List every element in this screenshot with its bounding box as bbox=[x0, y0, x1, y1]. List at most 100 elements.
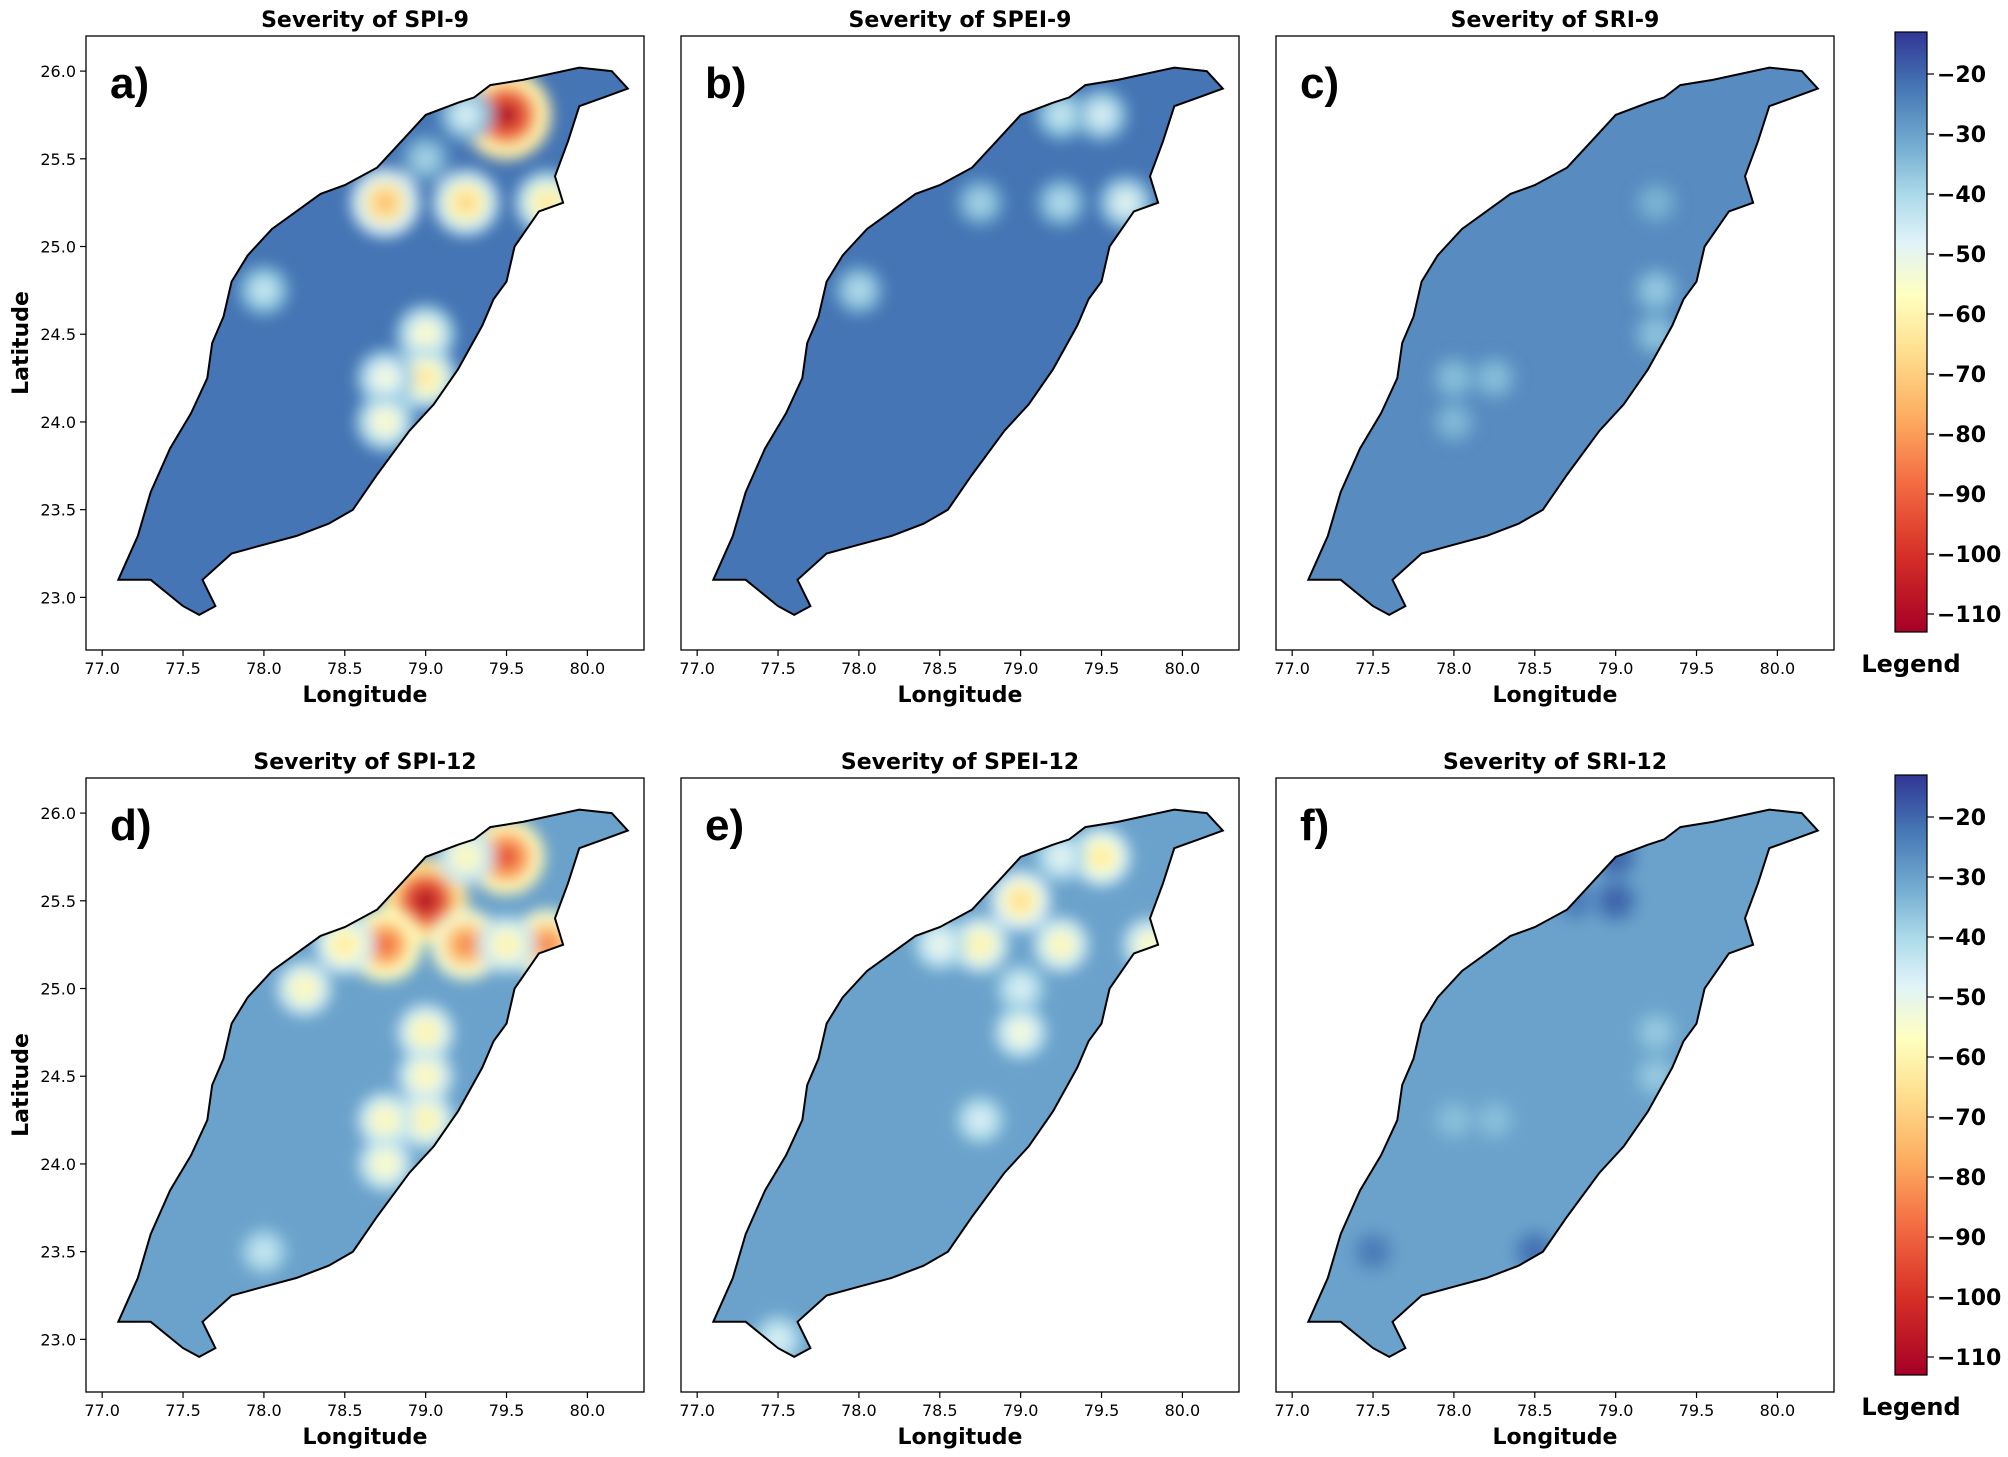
hotspot-core bbox=[1093, 848, 1110, 866]
axes-frame bbox=[1275, 35, 1835, 651]
colorbar-legend-label: Legend bbox=[1861, 1393, 1960, 1421]
hotspot-core bbox=[537, 934, 557, 955]
y-axis-label: Latitude bbox=[9, 291, 34, 395]
severity-field bbox=[1308, 67, 1818, 615]
hotspot-core bbox=[1367, 1245, 1380, 1258]
hotspot-core bbox=[932, 937, 947, 952]
hotspot-core bbox=[1650, 196, 1663, 209]
hotspot-core bbox=[1447, 371, 1461, 385]
panel-title: Severity of SPI-9 bbox=[261, 8, 469, 33]
x-tick-label: 80.0 bbox=[1165, 659, 1201, 678]
colorbar-tick-label: −20 bbox=[1937, 63, 1986, 88]
y-tick-label: 23.5 bbox=[40, 501, 76, 520]
y-tick-label: 25.5 bbox=[40, 892, 76, 911]
colorbar-tick-label: −30 bbox=[1937, 866, 1986, 891]
colorbar-tick-label: −50 bbox=[1937, 243, 1986, 268]
colorbar-tick-label: −80 bbox=[1937, 1166, 1986, 1191]
hotspot-core bbox=[417, 325, 434, 343]
colorbar-legend-label: Legend bbox=[1861, 650, 1960, 678]
hotspot-core bbox=[374, 934, 396, 955]
hotspot-core bbox=[1649, 284, 1663, 297]
panel-e: 77.0 77.5 78.0 78.5 79.0 79.5 80.0 Longitude Sev… bbox=[679, 750, 1240, 1450]
x-tick-label: 77.0 bbox=[84, 659, 120, 678]
x-tick-label: 78.5 bbox=[922, 659, 958, 678]
x-tick-label: 79.5 bbox=[1679, 1401, 1715, 1420]
hotspot-core bbox=[336, 936, 354, 953]
x-tick-label: 79.0 bbox=[1003, 659, 1039, 678]
x-tick-label: 78.0 bbox=[1436, 659, 1472, 678]
x-tick-label: 77.5 bbox=[760, 659, 796, 678]
hotspot-core bbox=[1053, 107, 1069, 123]
colorbar-2: −20 −30 −40 −50 −60 −70 −80 −90 −100 −110 Legend bbox=[1861, 774, 2001, 1421]
hotspot-core bbox=[1053, 936, 1069, 953]
hotspot-core bbox=[1448, 1114, 1460, 1126]
hotspot-core bbox=[296, 980, 313, 997]
hotspot-core bbox=[1650, 1070, 1663, 1083]
hotspot-core bbox=[375, 192, 395, 213]
panel-title: Severity of SRI-12 bbox=[1443, 750, 1667, 775]
axes-frame bbox=[85, 35, 645, 651]
hotspot-core bbox=[377, 1112, 394, 1128]
colorbar-tick-label: −100 bbox=[1937, 543, 2001, 568]
colorbar-tick-label: −20 bbox=[1937, 806, 1986, 831]
x-axis-label: Longitude bbox=[1493, 683, 1618, 708]
region-boundary bbox=[1306, 66, 1820, 617]
base-fill bbox=[118, 809, 628, 1357]
hotspot-core bbox=[417, 1112, 434, 1129]
x-tick-label: 79.0 bbox=[1003, 1401, 1039, 1420]
hotspot-core bbox=[456, 934, 477, 955]
colorbar-tick-label: −90 bbox=[1937, 1226, 1986, 1251]
axes-frame bbox=[680, 35, 1240, 651]
hotspot-core bbox=[1488, 371, 1501, 385]
hotspot-core bbox=[1649, 327, 1663, 341]
severity-field bbox=[118, 67, 628, 615]
x-tick-label: 78.5 bbox=[327, 659, 363, 678]
y-tick-label: 25.5 bbox=[40, 150, 76, 169]
hotspot-core bbox=[418, 151, 433, 166]
hotspot-core bbox=[1013, 981, 1028, 996]
y-tick-label: 23.5 bbox=[40, 1243, 76, 1262]
hotspot-core bbox=[1650, 1026, 1663, 1039]
hotspot-core bbox=[257, 1245, 271, 1259]
x-tick-label: 79.0 bbox=[1598, 1401, 1634, 1420]
hotspot-core bbox=[458, 849, 474, 865]
colorbar-gradient bbox=[1894, 31, 1928, 633]
severity-field bbox=[713, 67, 1223, 615]
hotspot-core bbox=[851, 283, 866, 298]
region-boundary bbox=[1306, 808, 1820, 1359]
x-tick-label: 79.5 bbox=[1679, 659, 1715, 678]
panel-label: d) bbox=[110, 801, 152, 850]
x-tick-label: 79.5 bbox=[1084, 659, 1120, 678]
x-tick-label: 77.0 bbox=[1274, 659, 1310, 678]
hotspot-core bbox=[377, 1156, 393, 1172]
x-tick-label: 77.5 bbox=[165, 1401, 201, 1420]
panel-title: Severity of SPI-12 bbox=[253, 750, 476, 775]
hotspots bbox=[238, 69, 579, 452]
hotspot-core bbox=[493, 102, 520, 128]
panel-c: 77.0 77.5 78.0 78.5 79.0 79.5 80.0 Longitude Sev… bbox=[1274, 8, 1835, 708]
colorbar-tick-label: −70 bbox=[1937, 363, 1986, 388]
hotspot-core bbox=[973, 195, 988, 210]
x-tick-label: 80.0 bbox=[1165, 1401, 1201, 1420]
x-axis-label: Longitude bbox=[898, 683, 1023, 708]
base-fill bbox=[1308, 809, 1818, 1357]
hotspot-core bbox=[973, 1113, 988, 1127]
severity-field bbox=[1308, 809, 1818, 1357]
base-fill bbox=[713, 809, 1223, 1357]
panel-label: e) bbox=[705, 801, 744, 850]
hotspot-core bbox=[413, 888, 438, 913]
y-tick-label: 24.5 bbox=[40, 1067, 76, 1086]
x-tick-label: 78.5 bbox=[922, 1401, 958, 1420]
x-tick-label: 79.5 bbox=[1084, 1401, 1120, 1420]
region-boundary bbox=[116, 808, 630, 1359]
colorbar-tick-label: −90 bbox=[1937, 483, 1986, 508]
hotspots bbox=[753, 827, 1178, 1357]
y-tick-label: 24.5 bbox=[40, 325, 76, 344]
hotspot-core bbox=[1012, 892, 1030, 910]
hotspot-core bbox=[1447, 415, 1460, 429]
panel-label: c) bbox=[1300, 59, 1339, 108]
x-tick-label: 80.0 bbox=[1760, 1401, 1796, 1420]
hotspot-core bbox=[417, 1024, 434, 1041]
colorbar-tick-label: −40 bbox=[1937, 926, 1986, 951]
x-tick-label: 77.0 bbox=[679, 659, 715, 678]
